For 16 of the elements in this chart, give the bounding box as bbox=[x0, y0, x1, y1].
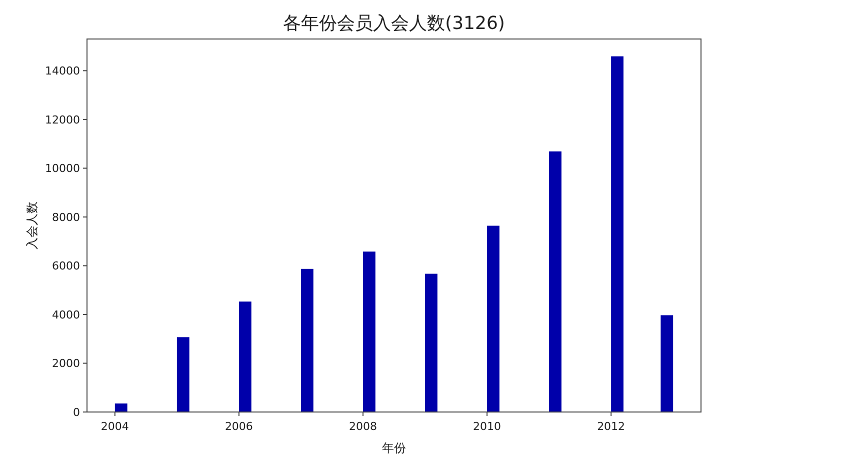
y-tick-label: 0 bbox=[73, 406, 80, 419]
x-tick-label: 2004 bbox=[100, 420, 129, 433]
y-tick-label: 12000 bbox=[45, 113, 80, 126]
chart-title: 各年份会员入会人数(3126) bbox=[283, 13, 505, 34]
y-tick-label: 14000 bbox=[45, 64, 80, 78]
y-axis-title: 入会人数 bbox=[25, 202, 39, 250]
x-tick-label: 2008 bbox=[348, 420, 377, 433]
y-tick-label: 8000 bbox=[52, 210, 80, 224]
y-tick-label: 6000 bbox=[52, 260, 80, 273]
y-tick-label: 2000 bbox=[52, 357, 80, 370]
x-tick-label: 2006 bbox=[224, 420, 253, 433]
x-axis-title: 年份 bbox=[382, 441, 406, 455]
y-tick-label: 4000 bbox=[52, 308, 80, 322]
x-tick-label: 2010 bbox=[473, 420, 502, 433]
x-tick-label: 2012 bbox=[597, 420, 626, 433]
y-tick-label: 10000 bbox=[45, 162, 80, 176]
